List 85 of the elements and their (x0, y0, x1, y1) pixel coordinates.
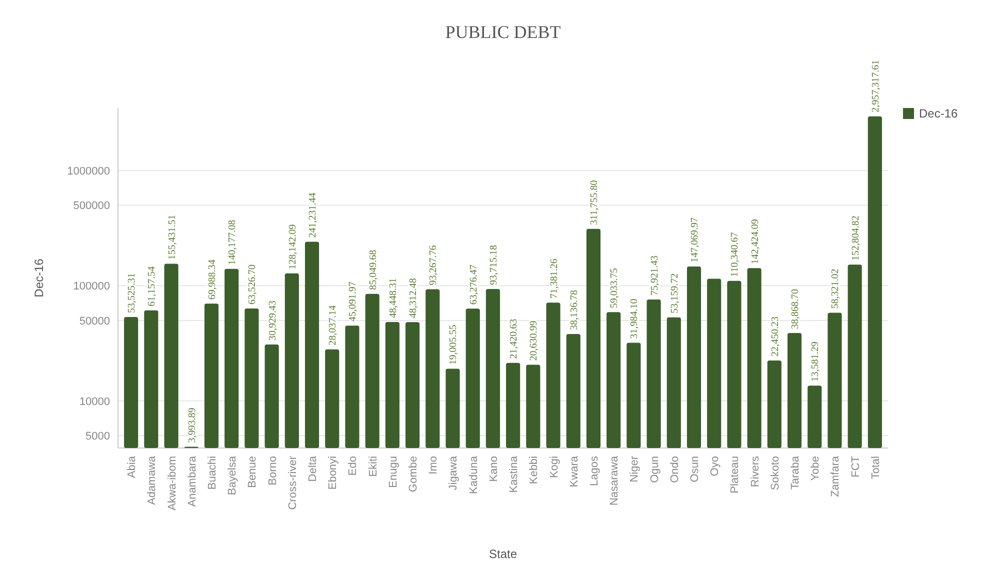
x-tick-label: Enugu (387, 456, 400, 488)
data-label: 19,005.55 (448, 324, 460, 365)
data-label: 21,420.63 (508, 318, 520, 359)
y-axis-title: Dec-16 (32, 258, 46, 298)
data-label: 28,037.14 (328, 305, 339, 346)
x-tick-label: Delta (307, 455, 320, 482)
x-tick-label: Kaduna (468, 455, 480, 494)
x-tick-label: Gombe (408, 456, 420, 492)
data-label: 128,142.09 (287, 224, 298, 270)
data-label: 38,136.78 (568, 290, 580, 330)
legend-label: Dec-16 (919, 106, 958, 120)
x-tick-label: Kano (488, 456, 500, 482)
data-label: 20,630.99 (528, 320, 540, 361)
data-label: 142,424.09 (750, 219, 761, 264)
x-tick-label: Niger (628, 456, 641, 482)
data-label: 147,069.97 (689, 217, 700, 262)
data-label: 69,988.34 (206, 260, 218, 300)
x-tick-label: Imo (428, 456, 440, 474)
x-tick-label: Yobe (810, 456, 822, 481)
data-label: 61,157.54 (146, 266, 158, 306)
data-label: 311,755.80 (588, 180, 600, 225)
x-tick-label: Anambara (186, 455, 198, 507)
data-label: 22,450.23 (770, 316, 781, 356)
data-label: 31,984.10 (629, 298, 640, 339)
x-tick-label: Abia (126, 455, 138, 478)
data-label: 59,033.75 (609, 268, 620, 308)
x-tick-label: Sokoto (769, 456, 782, 490)
y-tick-label: 500000 (73, 200, 110, 212)
data-label: 75,921.43 (649, 256, 660, 296)
x-tick-label: Total (870, 456, 882, 480)
x-tick-label: Adamawa (146, 455, 158, 505)
x-axis-title: State (488, 547, 518, 561)
x-tick-label: Borno (266, 456, 279, 486)
y-tick-label: 50000 (79, 315, 110, 328)
x-tick-label: Ogun (648, 456, 661, 483)
x-tick-label: Buachi (206, 456, 218, 490)
x-tick-label: Oyo (709, 456, 722, 476)
x-tick-label: Kogi (548, 456, 560, 478)
data-label: 71,381.26 (548, 258, 560, 299)
data-label: 63,526.70 (247, 264, 258, 304)
x-tick-label: Kebbi (528, 456, 540, 484)
x-tick-label: Ekiti (367, 456, 380, 477)
data-label: 93,715.18 (488, 245, 500, 286)
x-tick-label: Nasarawa (608, 455, 621, 506)
data-label: 48,448.31 (388, 278, 399, 318)
data-label: 63,276.47 (468, 264, 480, 305)
y-tick-label: 1000000 (67, 165, 110, 178)
data-label: 241,231.44 (308, 192, 319, 238)
data-label: 13,581.29 (810, 342, 822, 382)
data-label: 48,312.48 (408, 278, 420, 318)
x-tick-label: Ebonyi (327, 456, 340, 490)
x-tick-label: Rivers (749, 456, 762, 488)
chart-title: PUBLIC DEBT (445, 22, 561, 42)
data-label: 58,321.02 (830, 268, 842, 309)
x-tick-label: Taraba (790, 455, 802, 490)
x-tick-label: Osun (688, 456, 701, 482)
x-tick-label: Cross-river (286, 456, 299, 510)
x-tick-label: Benue (246, 456, 259, 488)
x-tick-label: Kwara (568, 455, 580, 488)
y-tick-label: 10000 (79, 396, 110, 408)
data-label: 53,525.31 (126, 273, 138, 314)
data-label: 45,091.97 (348, 282, 359, 322)
data-label: 140,177.08 (227, 220, 238, 265)
data-label: 85,049.68 (368, 250, 379, 290)
data-label: 2,957,317.61 (870, 60, 882, 112)
x-tick-label: Lagos (588, 456, 600, 486)
data-label: 110,340.67 (730, 232, 741, 277)
x-tick-label: FCT (850, 456, 862, 478)
x-tick-label: Bayelsa (226, 455, 239, 496)
x-tick-label: Ondo (668, 456, 681, 483)
x-tick-label: Jigawa (448, 455, 460, 490)
x-tick-label: Zamfara (830, 455, 842, 497)
data-label: 93,267.76 (428, 245, 440, 286)
x-tick-label: Kastina (508, 455, 520, 493)
data-label: 152,804.82 (850, 216, 862, 261)
data-label: 38,868.70 (790, 289, 802, 330)
data-label: 53,159.72 (669, 273, 680, 314)
x-tick-label: Plateau (729, 456, 742, 494)
data-label: 3,993.89 (186, 408, 198, 443)
x-tick-label: Edo (347, 456, 360, 476)
y-tick-label: 5000 (86, 430, 110, 442)
data-label: 30,929.43 (267, 300, 278, 340)
x-tick-label: Akwa-ibom (166, 456, 178, 510)
y-tick-label: 100000 (73, 280, 110, 293)
data-label: 155,431.51 (166, 214, 178, 260)
